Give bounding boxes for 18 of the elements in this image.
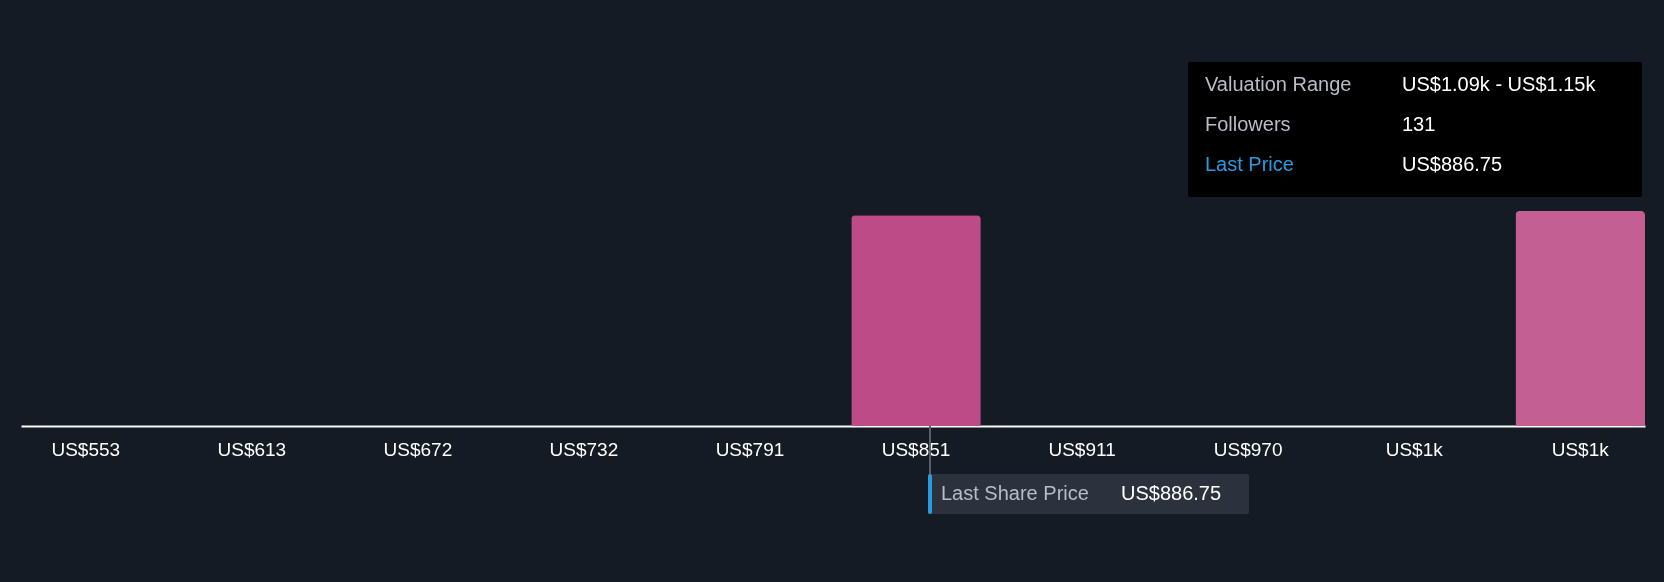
text: US$1.09k - US$1.15k xyxy=(1402,73,1597,95)
x-tick-label: US$672 xyxy=(383,438,453,460)
x-tick-label: US$1k xyxy=(1385,438,1444,460)
x-tick-label: US$970 xyxy=(1213,438,1283,460)
x-tick-label: US$851 xyxy=(881,438,951,460)
x-tick-label: US$732 xyxy=(549,438,619,460)
x-tick-label: US$1k xyxy=(1551,438,1610,460)
text: Last Share Price xyxy=(941,482,1089,504)
text: Valuation Range xyxy=(1205,73,1352,95)
x-tick-label: US$791 xyxy=(715,438,785,460)
x-tick-label: US$911 xyxy=(1048,438,1116,460)
text: 131 xyxy=(1402,113,1436,135)
text: Last Price xyxy=(1205,153,1294,175)
x-tick-label: US$553 xyxy=(51,438,121,460)
text: US$886.75 xyxy=(1121,482,1222,504)
x-tick-label: US$613 xyxy=(217,438,287,460)
text: Followers xyxy=(1205,113,1291,135)
text: US$886.75 xyxy=(1402,153,1503,175)
